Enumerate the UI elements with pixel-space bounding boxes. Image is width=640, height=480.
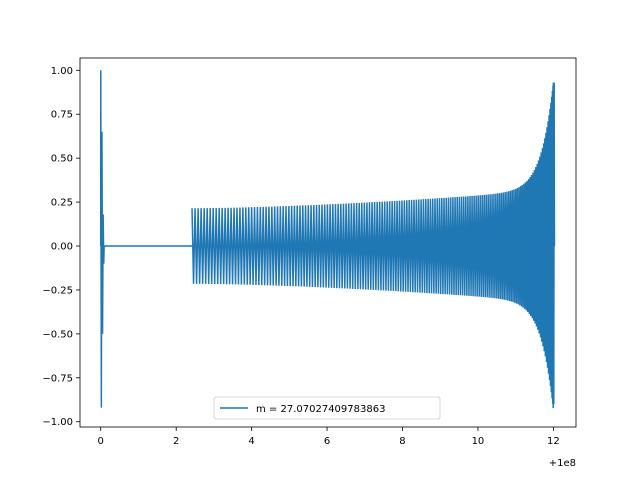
x-tick-label: 10: [472, 436, 485, 447]
y-tick-label: −0.75: [42, 373, 73, 384]
legend: m = 27.07027409783863: [213, 396, 441, 420]
y-tick-label: 0.75: [51, 110, 73, 121]
y-tick-label: 0.00: [51, 242, 73, 253]
y-tick-label: −0.50: [42, 329, 73, 340]
x-tick-label: 6: [324, 436, 330, 447]
axes-frame: [79, 57, 577, 428]
x-tick-label: 4: [248, 436, 254, 447]
y-tick-label: 0.50: [51, 154, 73, 165]
y-axis: 1.00 0.75 0.50 0.25 0.00 −0.25 −0.50 −0.75 −1.00: [42, 66, 80, 428]
x-tick-label: 8: [399, 436, 405, 447]
x-axis: 0 2 4 6 8 10 12: [98, 427, 560, 447]
y-tick-label: −1.00: [42, 417, 73, 428]
series-oscillation: [191, 82, 556, 409]
x-tick-label: 12: [547, 436, 560, 447]
plot-area: [100, 70, 556, 409]
series-spike: [100, 70, 105, 408]
y-tick-label: 0.25: [51, 198, 73, 209]
x-tick-label: 2: [173, 436, 179, 447]
legend-box: [213, 396, 441, 420]
x-axis-offset-label: +1e8: [549, 458, 576, 469]
x-tick-label: 0: [98, 436, 104, 447]
legend-label: m = 27.07027409783863: [256, 404, 385, 415]
y-tick-label: −0.25: [42, 285, 73, 296]
y-tick-label: 1.00: [51, 66, 73, 77]
